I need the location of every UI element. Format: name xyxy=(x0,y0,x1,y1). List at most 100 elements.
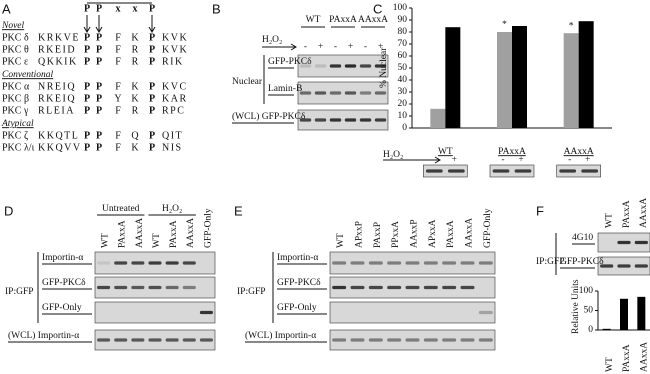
motif-residue: P xyxy=(84,105,90,116)
band xyxy=(199,310,213,315)
band xyxy=(460,261,475,265)
treatment-sign: + xyxy=(452,155,457,165)
ip-label: IP:GFP xyxy=(5,287,34,297)
lane-label: WT xyxy=(100,233,110,248)
sequence: RKEID xyxy=(38,44,76,55)
isoform: PKC θ xyxy=(2,44,29,55)
arrow-head xyxy=(290,43,297,51)
lane-label: PAxxP xyxy=(373,222,383,248)
band xyxy=(478,338,493,342)
blot-label: Lamin-B xyxy=(268,84,302,94)
band xyxy=(182,261,196,265)
band xyxy=(425,169,443,173)
y-tick-label: 0 xyxy=(402,123,407,133)
lane-label: PAxxA xyxy=(329,15,357,25)
band xyxy=(131,338,145,342)
motif-residue: P xyxy=(96,32,102,43)
treatment-sign: + xyxy=(378,42,383,52)
ip-label: IP:GFP xyxy=(237,287,266,297)
isoform: PKC β xyxy=(2,93,29,104)
sequence: KAR xyxy=(162,93,188,104)
motif-residue: P xyxy=(84,32,90,43)
band xyxy=(332,261,347,265)
y-tick-label: 0 xyxy=(588,325,593,335)
sequence: KVK xyxy=(162,44,188,55)
x-tick-label: AAxxA xyxy=(640,342,650,372)
band xyxy=(314,64,327,68)
sequence: RIK xyxy=(162,56,184,67)
motif-residue: P xyxy=(96,130,102,141)
band xyxy=(387,338,402,342)
motif-header: x xyxy=(116,3,121,14)
x-tick-label: AAxxA xyxy=(564,147,594,157)
lane-label: PPxxA xyxy=(391,221,401,248)
band xyxy=(387,261,402,265)
band xyxy=(148,285,162,290)
lane-label: AAxxP xyxy=(410,219,420,248)
y-tick-label: 80 xyxy=(398,27,408,37)
blot xyxy=(297,81,389,105)
isoform: PKC δ xyxy=(2,32,29,43)
motif-residue: P xyxy=(96,93,102,104)
group-name: Novel xyxy=(1,21,25,31)
motif-residue: P xyxy=(84,81,90,92)
motif-residue: F xyxy=(115,44,121,55)
band xyxy=(442,338,457,342)
band xyxy=(114,338,128,342)
ip-label: IP:GFP xyxy=(536,257,565,267)
x-tick-label: PAxxA xyxy=(622,344,632,372)
motif-residue: P xyxy=(96,81,102,92)
band xyxy=(344,64,357,68)
motif-residue: P xyxy=(84,130,90,141)
motif-residue: P xyxy=(149,44,155,55)
band xyxy=(114,261,128,265)
band xyxy=(359,91,372,95)
sequence: NIS xyxy=(162,142,183,153)
band xyxy=(405,285,420,290)
motif-residue: P xyxy=(84,142,90,153)
band xyxy=(350,338,365,342)
sequence: KKQVV xyxy=(38,142,82,153)
motif-residue: P xyxy=(149,93,155,104)
treatment-sign: - xyxy=(364,42,367,52)
band xyxy=(131,261,145,265)
band xyxy=(114,285,128,290)
isoform: PKC λ/ι xyxy=(2,142,35,153)
treatment-label: H₂O₂ xyxy=(383,150,403,160)
band xyxy=(492,169,510,173)
motif-residue: P xyxy=(96,142,102,153)
lane-label: PAxxA xyxy=(622,200,632,228)
treatment-sign: + xyxy=(518,155,523,165)
band xyxy=(368,261,383,265)
annotation: * xyxy=(502,20,507,30)
fraction-label: Nuclear xyxy=(232,77,263,87)
motif-residue: Q xyxy=(131,130,139,141)
motif-residue: F xyxy=(115,56,121,67)
sequence: QIT xyxy=(162,130,183,141)
band xyxy=(131,285,145,290)
motif-residue: P xyxy=(149,142,155,153)
y-tick-label: 70 xyxy=(398,39,408,49)
motif-residue: P xyxy=(96,105,102,116)
sequence: RLEIA xyxy=(38,105,75,116)
band xyxy=(368,285,383,290)
lane-label: GFP-Only xyxy=(203,208,213,248)
blot xyxy=(297,109,389,131)
band xyxy=(299,118,312,122)
band xyxy=(165,285,179,290)
band xyxy=(581,169,599,173)
y-tick-label: 60 xyxy=(398,51,408,61)
panel-label: B xyxy=(212,1,221,16)
band xyxy=(374,118,387,122)
motif-header: P xyxy=(149,3,155,14)
y-axis-label: Relative Units xyxy=(571,279,581,334)
motif-residue: R xyxy=(132,44,139,55)
band xyxy=(350,285,365,290)
motif-residue: P xyxy=(149,105,155,116)
band xyxy=(559,169,577,173)
band xyxy=(405,261,420,265)
band xyxy=(359,118,372,122)
x-tick-label: WT xyxy=(605,357,615,372)
panel-label: C xyxy=(373,1,382,16)
lane-label: AAxxA xyxy=(639,198,649,228)
